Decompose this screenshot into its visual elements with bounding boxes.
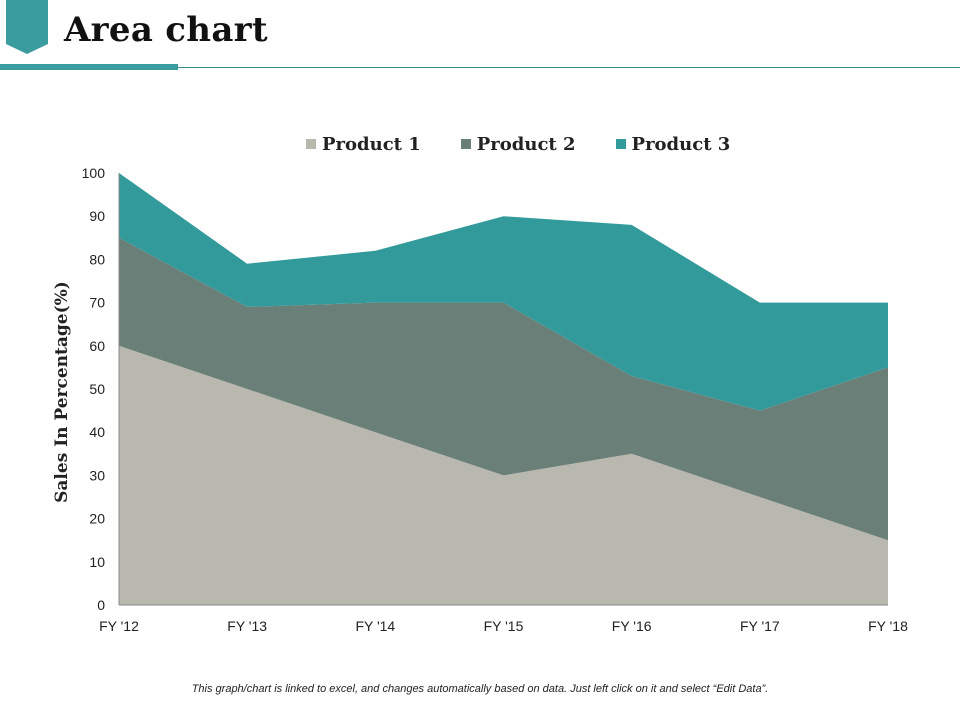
chart-legend: Product 1 Product 2 Product 3: [306, 132, 770, 156]
legend-item-product-3: Product 3: [615, 133, 731, 155]
y-tick-label: 60: [89, 338, 105, 354]
y-tick-label: 20: [89, 511, 105, 527]
y-tick-label: 0: [97, 597, 105, 613]
y-tick-label: 50: [89, 381, 105, 397]
header-tab-icon: [6, 0, 48, 54]
y-tick-label: 90: [89, 208, 105, 224]
page-title: Area chart: [64, 10, 268, 50]
legend-swatch-product-3: [615, 139, 626, 149]
x-tick-label: FY '15: [484, 618, 524, 634]
title-rule: [178, 67, 960, 68]
legend-swatch-product-1: [306, 139, 316, 149]
area-series-product-3: [119, 173, 888, 411]
legend-item-product-1: Product 1: [306, 134, 421, 155]
legend-swatch-product-2: [460, 139, 471, 149]
y-tick-label: 70: [89, 295, 105, 311]
x-tick-label: FY '18: [868, 618, 908, 634]
x-tick-label: FY '12: [99, 618, 139, 634]
legend-label: Product 3: [631, 133, 731, 155]
x-tick-label: FY '14: [355, 618, 395, 634]
x-tick-label: FY '17: [740, 618, 780, 634]
legend-label: Product 2: [476, 133, 576, 155]
y-tick-label: 30: [89, 467, 105, 483]
area-series-product-2: [119, 237, 888, 541]
y-tick-label: 100: [82, 165, 106, 181]
x-tick-label: FY '13: [227, 618, 267, 634]
footnote: This graph/chart is linked to excel, and…: [191, 683, 769, 695]
title-rule-accent: [0, 64, 178, 70]
y-tick-label: 40: [89, 424, 105, 440]
x-tick-label: FY '16: [612, 618, 652, 634]
legend-label: Product 1: [322, 133, 421, 155]
legend-item-product-2: Product 2: [460, 133, 576, 155]
y-tick-label: 80: [89, 251, 105, 267]
y-tick-label: 10: [89, 554, 105, 570]
